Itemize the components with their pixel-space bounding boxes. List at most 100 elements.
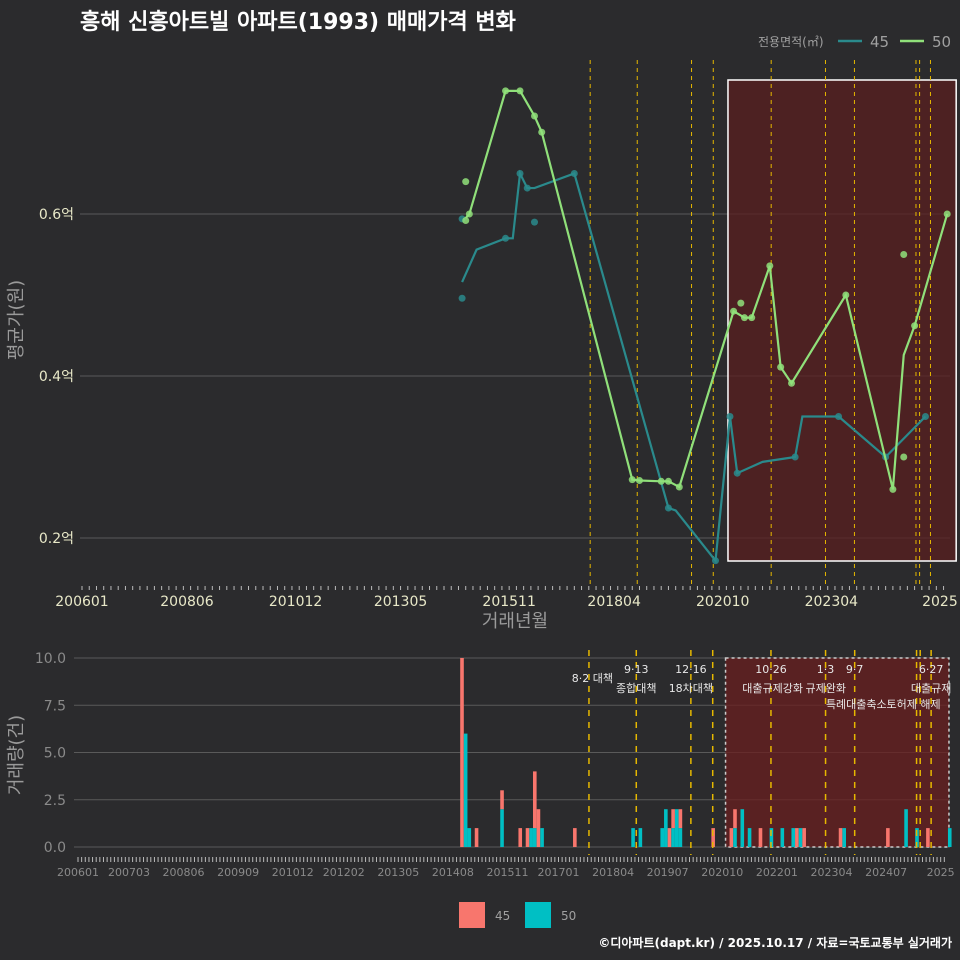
legend-title: 전용면적(㎡) [758, 35, 824, 49]
data-point-50 [664, 477, 672, 485]
data-point-50 [842, 291, 850, 299]
bar-45 [573, 828, 577, 847]
data-point-50 [748, 314, 756, 322]
data-point-45 [733, 469, 741, 477]
event-date: 9·7 [846, 663, 864, 676]
bar-50 [791, 828, 796, 847]
bar-45 [536, 809, 541, 847]
x-tick-label: 200909 [217, 866, 259, 879]
y-axis-title: 평균가(원) [6, 280, 27, 360]
bar-45 [711, 828, 715, 847]
data-point-50 [657, 477, 665, 485]
series-line-50 [464, 89, 949, 490]
legend-swatch-45-bar [459, 902, 485, 928]
event-label: 대출규제강화 [742, 682, 803, 695]
x-tick-label: 201511 [482, 594, 535, 610]
data-point-45 [726, 413, 734, 420]
highlight-region [727, 79, 957, 562]
event-date: 12·16 [675, 663, 707, 676]
data-point-45 [664, 504, 672, 512]
event-date: 9·13 [624, 663, 649, 676]
bar-45 [758, 828, 763, 847]
data-point-45 [835, 413, 843, 420]
data-point-50 [889, 485, 897, 493]
bar-50 [674, 809, 679, 847]
legend-label-45-bar: 45 [495, 909, 510, 923]
data-point-50 [516, 87, 524, 95]
data-point-50 [628, 476, 636, 484]
data-point-45 [458, 294, 466, 302]
bar-45 [926, 828, 930, 847]
bar-50 [947, 828, 952, 847]
x-tick-label: 200601 [55, 594, 108, 610]
price-chart: 0.2억 0.4억 0.6억 200601 200806 201012 201305 2015… [39, 60, 958, 610]
bar-50 [747, 828, 752, 847]
bar-50 [529, 828, 533, 847]
event-label: 규제완화 [806, 682, 846, 695]
x-tick-label: 200703 [108, 866, 150, 879]
legend-label-50: 50 [932, 33, 951, 51]
bar-45 [802, 828, 806, 847]
data-point-45 [523, 184, 531, 192]
x-tick-label: 200806 [160, 594, 214, 610]
y-tick-label: 7.5 [44, 698, 66, 714]
x-tick-label: 201305 [374, 594, 427, 610]
bar-50 [638, 828, 643, 847]
bar-50 [740, 809, 745, 847]
data-point-45 [921, 413, 929, 420]
bar-50 [842, 828, 846, 847]
bar-45 [518, 828, 523, 847]
event-date: 1·3 [817, 663, 835, 676]
y-tick-label: 0.0 [44, 840, 66, 856]
x-tick-label: 201305 [377, 866, 419, 879]
bar-50 [780, 828, 785, 847]
bar-45 [733, 809, 737, 829]
bar-50 [904, 809, 908, 847]
bottom-legend: 45 50 [459, 902, 576, 928]
data-point-50 [465, 210, 473, 218]
x-tick-label: 202010 [701, 866, 743, 879]
legend-swatch-50-bar [525, 902, 551, 928]
data-point-50 [740, 314, 748, 322]
event-label: 특례대출축소 [826, 698, 887, 711]
y-tick-label: 2.5 [44, 793, 66, 809]
x-tick-label: 200806 [163, 866, 205, 879]
highlight-region [724, 657, 950, 848]
bar-45 [533, 771, 537, 829]
event-date: 6·27 [919, 663, 944, 676]
bar-45 [729, 828, 734, 847]
bar-45 [500, 790, 504, 810]
bar-50 [631, 828, 635, 847]
series-line-45 [461, 169, 927, 564]
bar-45 [671, 809, 675, 829]
bar-50 [664, 809, 668, 847]
event-label: 종합대책 [616, 682, 656, 695]
data-point-45 [570, 170, 578, 177]
x-tick-label: 202304 [810, 866, 852, 879]
bar-45 [460, 658, 464, 847]
x-tick-label: 201012 [272, 866, 314, 879]
data-point-50 [900, 251, 908, 258]
data-point-50 [635, 476, 643, 484]
bar-50 [500, 809, 504, 847]
x-tick-label: 201511 [487, 866, 529, 879]
x-tick-label: 202304 [805, 594, 859, 610]
bar-45 [838, 828, 843, 847]
data-point-50 [737, 299, 745, 307]
x-tick-label: 201701 [537, 866, 579, 879]
data-point-50 [502, 87, 510, 95]
bar-50 [915, 828, 919, 847]
bar-50 [463, 733, 468, 847]
x-tick-label: 201012 [269, 594, 322, 610]
data-point-50 [730, 307, 738, 315]
data-point-50 [766, 262, 774, 270]
data-point-45 [502, 234, 510, 242]
x-tick-label: 201804 [587, 594, 641, 610]
event-label: 토허제 해제 [887, 697, 941, 711]
data-point-50 [943, 210, 951, 218]
x-tick-label: 201202 [323, 866, 365, 879]
data-point-45 [516, 170, 524, 177]
x-tick-label: 201907 [647, 866, 689, 879]
x-tick-label: 2025 [922, 594, 958, 610]
